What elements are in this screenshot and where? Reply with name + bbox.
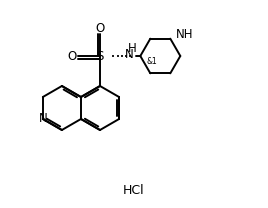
Text: NH: NH [176, 28, 194, 41]
Text: S: S [96, 50, 104, 62]
Text: HCl: HCl [123, 183, 145, 197]
Text: &1: &1 [146, 57, 157, 67]
Text: H: H [128, 42, 136, 54]
Text: N: N [125, 48, 133, 62]
Text: O: O [67, 50, 77, 62]
Text: N: N [39, 113, 47, 125]
Text: O: O [95, 21, 105, 35]
